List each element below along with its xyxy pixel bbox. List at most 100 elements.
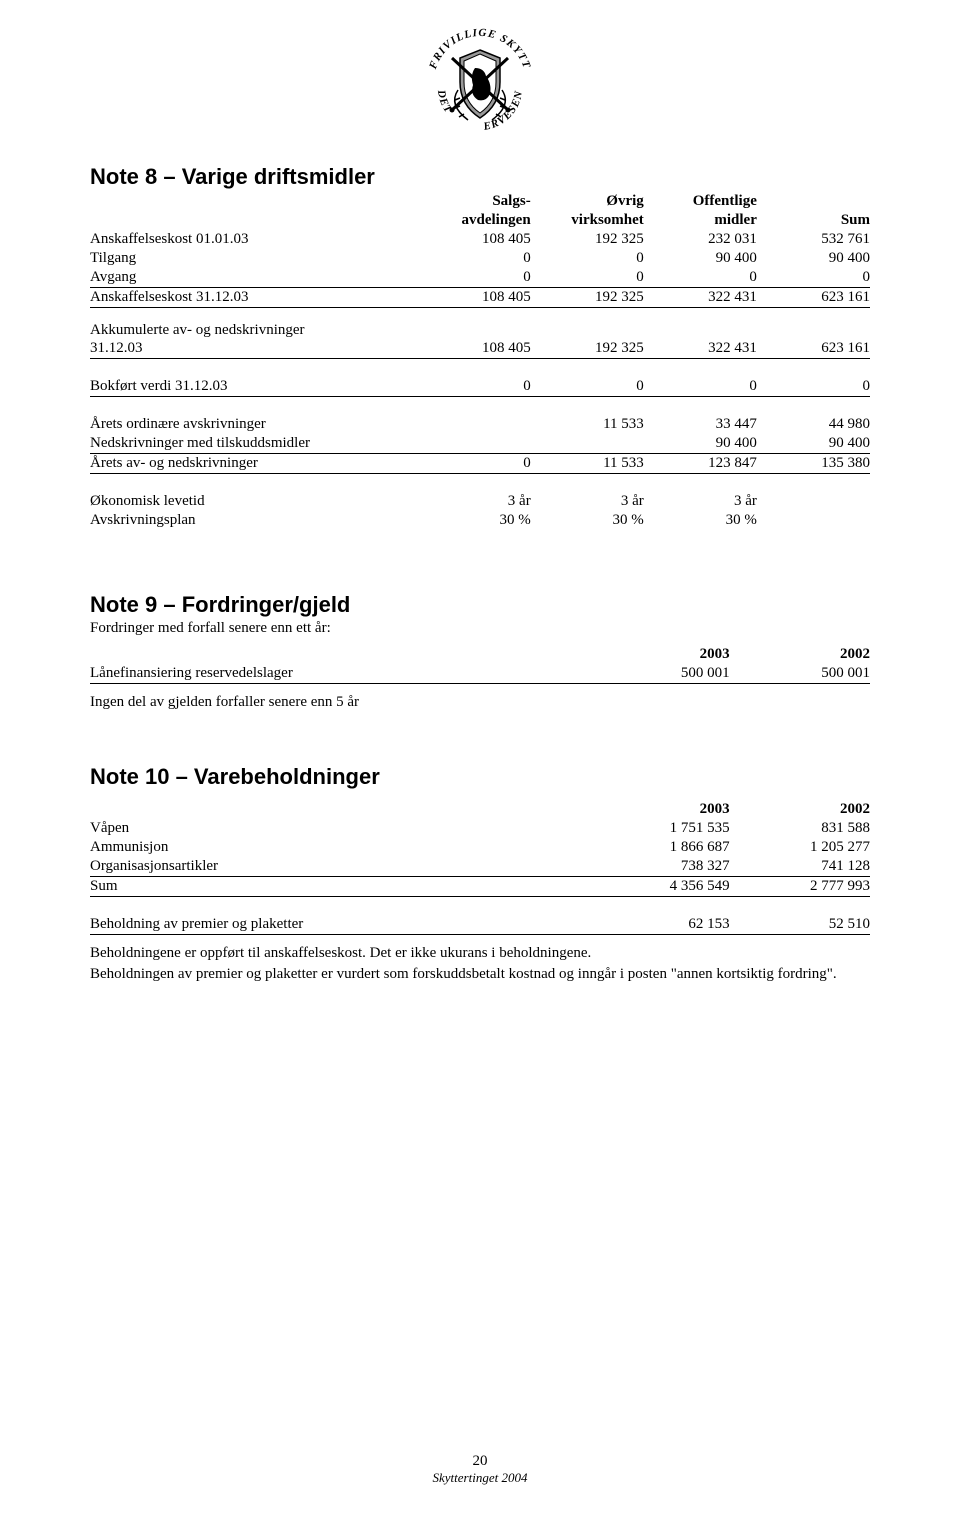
note9-subtitle: Fordringer med forfall senere enn ett år… — [90, 620, 870, 637]
table-row: Tilgang0090 40090 400 — [90, 249, 870, 268]
cell-value: 0 — [418, 454, 531, 474]
cell-value: 108 405 — [418, 339, 531, 359]
note8-table5: Økonomisk levetid3 år3 år3 årAvskrivning… — [90, 492, 870, 530]
cell-value: 30 % — [531, 511, 644, 530]
note8-table2: 31.12.03108 405192 325322 431623 161 — [90, 339, 870, 359]
footer-title: Skyttertinget 2004 — [0, 1470, 960, 1486]
cell-value: 3 år — [644, 492, 757, 511]
col-header: Øvrig — [531, 192, 644, 211]
col-header: virksomhet — [531, 211, 644, 230]
table-row: Anskaffelseskost 31.12.03108 405192 3253… — [90, 288, 870, 308]
cell-value: 135 380 — [757, 454, 870, 474]
cell-value: 123 847 — [644, 454, 757, 474]
cell-value: 192 325 — [531, 339, 644, 359]
table-row: Avskrivningsplan30 %30 %30 % — [90, 511, 870, 530]
cell-value: 623 161 — [757, 339, 870, 359]
cell-value: 1 866 687 — [589, 838, 729, 857]
row-label: Organisasjonsartikler — [90, 857, 589, 877]
col-header: Offentlige — [644, 192, 757, 211]
row-label: Årets ordinære avskrivninger — [90, 415, 418, 434]
cell-value: 0 — [418, 249, 531, 268]
table-row: 31.12.03108 405192 325322 431623 161 — [90, 339, 870, 359]
cell-value: 192 325 — [531, 230, 644, 249]
note8-rows1: Anskaffelseskost 01.01.03108 405192 3252… — [90, 230, 870, 308]
cell-value: 1 205 277 — [730, 838, 870, 857]
cell-value — [418, 434, 531, 454]
cell-value: 90 400 — [757, 434, 870, 454]
row-label: Årets av- og nedskrivninger — [90, 454, 418, 474]
cell-value: 532 761 — [757, 230, 870, 249]
cell-value — [531, 434, 644, 454]
cell-value: 3 år — [531, 492, 644, 511]
table-row: Lånefinansiering reservedelslager500 001… — [90, 664, 870, 684]
col-header: avdelingen — [418, 211, 531, 230]
note8-table: Salgs- Øvrig Offentlige avdelingen virks… — [90, 192, 870, 308]
cell-value: 3 år — [418, 492, 531, 511]
cell-value — [418, 415, 531, 434]
note9-title: Note 9 – Fordringer/gjeld — [90, 592, 870, 618]
note8-rows3: Bokført verdi 31.12.030000 — [90, 377, 870, 397]
page-number: 20 — [0, 1453, 960, 1470]
row-label: Avskrivningsplan — [90, 511, 418, 530]
note9-after: Ingen del av gjelden forfaller senere en… — [90, 692, 870, 712]
row-label: Bokført verdi 31.12.03 — [90, 377, 418, 397]
cell-value: 0 — [644, 377, 757, 397]
note8-rows4: Årets ordinære avskrivninger11 53333 447… — [90, 415, 870, 474]
cell-value: 4 356 549 — [589, 877, 729, 897]
cell-value: 62 153 — [589, 915, 729, 935]
row-label: 31.12.03 — [90, 339, 418, 359]
page-footer: 20 Skyttertinget 2004 — [0, 1453, 960, 1486]
cell-value: 831 588 — [730, 819, 870, 838]
cell-value: 0 — [531, 268, 644, 288]
table-row: Bokført verdi 31.12.030000 — [90, 377, 870, 397]
col-header: Salgs- — [418, 192, 531, 211]
cell-value: 30 % — [418, 511, 531, 530]
row-label: Økonomisk levetid — [90, 492, 418, 511]
cell-value: 90 400 — [757, 249, 870, 268]
table-row: Økonomisk levetid3 år3 år3 år — [90, 492, 870, 511]
note9-table: 2003 2002 Lånefinansiering reservedelsla… — [90, 645, 870, 684]
org-logo: FRIVILLIGE SKYTT DET ERVESEN — [420, 20, 540, 140]
note8-rows5: Økonomisk levetid3 år3 år3 årAvskrivning… — [90, 492, 870, 530]
table-row: Avgang0000 — [90, 268, 870, 288]
row-label: Avgang — [90, 268, 418, 288]
table-row: Organisasjonsartikler738 327741 128 — [90, 857, 870, 877]
cell-value: 108 405 — [418, 288, 531, 308]
cell-value — [757, 492, 870, 511]
cell-value: 623 161 — [757, 288, 870, 308]
table-row: Nedskrivninger med tilskuddsmidler90 400… — [90, 434, 870, 454]
cell-value: 2 777 993 — [730, 877, 870, 897]
cell-value: 0 — [531, 249, 644, 268]
table-header-row: 2003 2002 — [90, 800, 870, 819]
cell-value: 0 — [418, 377, 531, 397]
cell-value: 741 128 — [730, 857, 870, 877]
row-label: Sum — [90, 877, 589, 897]
cell-value: 33 447 — [644, 415, 757, 434]
cell-value: 0 — [418, 268, 531, 288]
row-label: Våpen — [90, 819, 589, 838]
col-header: 2003 — [589, 800, 729, 819]
logo-container: FRIVILLIGE SKYTT DET ERVESEN — [90, 20, 870, 140]
row-label: Ammunisjon — [90, 838, 589, 857]
col-header: 2002 — [730, 800, 870, 819]
row-label: Lånefinansiering reservedelslager — [90, 664, 589, 684]
cell-value: 0 — [531, 377, 644, 397]
cell-value: 1 751 535 — [589, 819, 729, 838]
cell-value: 322 431 — [644, 288, 757, 308]
note10-rows: Våpen1 751 535831 588 Ammunisjon1 866 687… — [90, 819, 870, 897]
cell-value: 11 533 — [531, 454, 644, 474]
note8-table3: Bokført verdi 31.12.030000 — [90, 377, 870, 397]
cell-value: 738 327 — [589, 857, 729, 877]
note10-table: 2003 2002 Våpen1 751 535831 588 Ammunisjo… — [90, 800, 870, 897]
note8-table4: Årets ordinære avskrivninger11 53333 447… — [90, 415, 870, 474]
cell-value: 44 980 — [757, 415, 870, 434]
table-header-row: avdelingen virksomhet midler Sum — [90, 211, 870, 230]
table-header-row: 2003 2002 — [90, 645, 870, 664]
cell-value: 11 533 — [531, 415, 644, 434]
note10-table2: Beholdning av premier og plaketter62 153… — [90, 915, 870, 935]
cell-value: 0 — [644, 268, 757, 288]
col-header: 2003 — [589, 645, 729, 664]
note10-title: Note 10 – Varebeholdninger — [90, 764, 870, 790]
note10-para1: Beholdningene er oppført til anskaffelse… — [90, 943, 870, 963]
note8-title: Note 8 – Varige driftsmidler — [90, 164, 870, 190]
